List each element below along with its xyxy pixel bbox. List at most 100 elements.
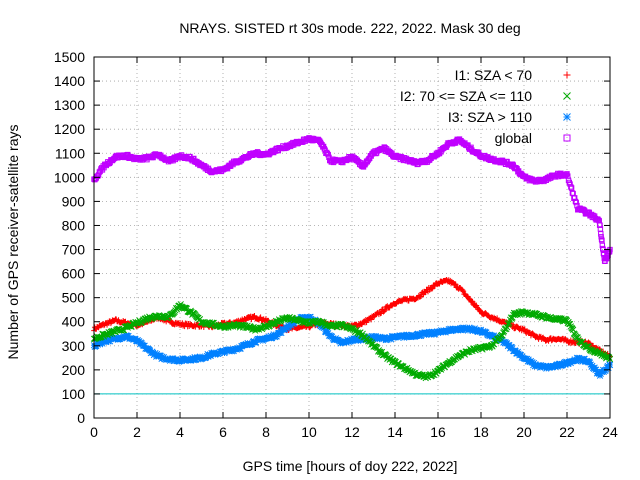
data-point	[595, 217, 602, 223]
data-point	[97, 168, 103, 175]
data-point	[328, 333, 336, 340]
data-point	[586, 359, 594, 366]
data-point	[414, 330, 422, 337]
data-point	[607, 246, 613, 253]
data-point	[257, 314, 264, 321]
data-point	[167, 156, 173, 163]
x-tick-label: 12	[344, 424, 360, 440]
data-point	[595, 216, 601, 222]
data-point	[278, 329, 285, 337]
legend-marker	[563, 92, 571, 100]
x-tick-label: 4	[176, 424, 184, 440]
data-point	[605, 364, 612, 371]
data-point	[427, 329, 434, 336]
data-point	[371, 343, 378, 350]
data-point	[469, 298, 476, 305]
data-point	[565, 177, 572, 184]
x-tick-label: 0	[90, 424, 98, 440]
x-tick-label: 2	[133, 424, 141, 440]
data-point	[182, 155, 189, 161]
x-axis-label: GPS time [hours of doy 222, 2022]	[243, 458, 458, 474]
data-point	[347, 338, 354, 345]
x-tick-label: 6	[219, 424, 227, 440]
data-point	[382, 307, 388, 313]
y-tick-label: 100	[62, 386, 86, 402]
data-point	[422, 289, 428, 296]
data-point	[251, 150, 257, 157]
data-point	[599, 366, 607, 374]
data-point	[599, 237, 605, 244]
data-point	[568, 184, 574, 190]
x-tick-label: 16	[430, 424, 446, 440]
data-point	[565, 360, 572, 367]
data-point	[268, 334, 276, 342]
x-tick-label: 18	[473, 424, 489, 440]
data-point	[324, 150, 331, 157]
y-tick-label: 200	[62, 362, 86, 378]
data-point	[243, 324, 250, 331]
y-tick-label: 1100	[55, 145, 85, 161]
data-point	[503, 325, 510, 333]
data-point	[397, 156, 404, 163]
data-point	[603, 255, 610, 262]
legend-marker	[563, 134, 571, 142]
data-point	[513, 165, 520, 171]
data-point	[477, 326, 485, 333]
x-tick-label: 22	[559, 424, 575, 440]
data-point	[402, 333, 409, 340]
x-tick-label: 20	[516, 424, 532, 440]
data-point	[366, 156, 372, 162]
y-tick-label: 0	[77, 410, 85, 426]
data-point	[253, 326, 260, 333]
data-point	[529, 359, 536, 366]
data-point	[505, 321, 512, 328]
data-point	[372, 332, 379, 340]
data-point	[477, 307, 484, 314]
data-point	[327, 157, 334, 164]
data-point	[573, 199, 579, 206]
data-point	[531, 178, 537, 184]
data-point	[153, 350, 161, 358]
data-point	[563, 171, 569, 178]
data-point	[564, 171, 570, 177]
data-point	[320, 143, 327, 150]
data-point	[568, 185, 575, 191]
y-tick-label: 1200	[54, 121, 85, 137]
data-point	[449, 325, 456, 332]
chart-title: NRAYS. SISTED rt 30s mode. 222, 2022. Ma…	[179, 20, 520, 36]
legend-label: I1: SZA < 70	[455, 67, 533, 83]
data-point	[364, 159, 371, 165]
series-1	[90, 301, 614, 382]
data-point	[132, 335, 139, 343]
data-point	[106, 338, 114, 345]
data-point	[343, 339, 350, 346]
data-point	[602, 258, 608, 265]
data-point	[285, 323, 293, 331]
data-point	[479, 329, 486, 337]
ticks: 0 2 4 6 8 10 12 14 16 18 20 22 240100200300400500600…	[54, 49, 618, 440]
y-tick-label: 1400	[54, 73, 85, 89]
legend: I1: SZA < 70 I2: 70 <= SZA <= 110 I3: SZA …	[400, 67, 571, 146]
data-point	[178, 357, 185, 365]
y-tick-label: 1000	[54, 169, 85, 185]
data-point	[243, 341, 250, 349]
x-tick-label: 10	[301, 424, 317, 440]
data-point	[477, 328, 484, 336]
data-point	[383, 146, 390, 152]
y-tick-label: 700	[62, 242, 86, 258]
legend-label: I2: 70 <= SZA <= 110	[400, 88, 532, 104]
y-tick-label: 1300	[54, 97, 85, 113]
y-axis-label: Number of GPS receiver-satellite rays	[5, 125, 21, 360]
y-tick-label: 900	[62, 193, 86, 209]
data-point	[404, 334, 411, 341]
data-point	[237, 345, 244, 352]
data-point	[141, 342, 148, 349]
data-point	[596, 372, 604, 379]
data-point	[317, 138, 323, 144]
legend-marker	[563, 71, 571, 79]
data-point	[586, 209, 592, 216]
data-point	[134, 156, 140, 162]
legend-label: I3: SZA > 110	[448, 109, 532, 125]
